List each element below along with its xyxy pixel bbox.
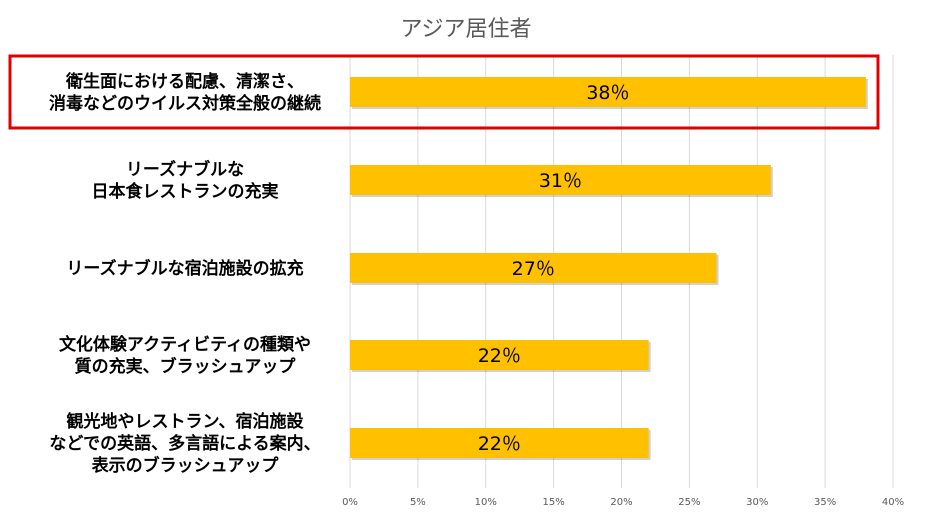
chart-title: アジア居住者 — [400, 17, 531, 42]
data-labels: 38％ 31％ 27％ 22％ 22％ — [478, 82, 630, 455]
x-tick-label: 5% — [410, 497, 426, 508]
x-tick-label: 20% — [610, 497, 632, 508]
category-label: 日本食レストランの充実 — [92, 181, 279, 202]
category-label: 表示のブラッシュアップ — [92, 455, 280, 476]
x-tick-label: 35% — [814, 497, 836, 508]
highlight-layer — [8, 54, 880, 130]
data-label: 22％ — [478, 433, 521, 455]
bar — [350, 428, 649, 458]
category-label: 文化体験アクティビティの種類や — [59, 334, 311, 355]
data-label: 31％ — [539, 170, 582, 192]
x-tick-label: 10% — [475, 497, 497, 508]
bar — [350, 165, 771, 195]
category-label: などでの英語、多言語による案内、 — [49, 433, 320, 454]
category-label: リーズナブルな宿泊施設の拡充 — [66, 258, 303, 279]
x-tick-label: 25% — [678, 497, 700, 508]
category-label: 衛生面における配慮、清潔さ、 — [65, 71, 304, 92]
bar — [350, 253, 717, 283]
x-tick-label: 15% — [543, 497, 565, 508]
x-tick-label: 30% — [746, 497, 768, 508]
highlight-box — [8, 54, 880, 130]
bars — [350, 77, 868, 460]
bar — [350, 340, 649, 370]
data-label: 22％ — [478, 345, 521, 367]
category-labels: 衛生面における配慮、清潔さ、消毒などのウイルス対策全般の継続リーズナブルな日本食… — [49, 71, 321, 476]
category-label: リーズナブルな — [126, 159, 244, 180]
x-tick-label: 40% — [882, 497, 904, 508]
data-label: 27％ — [512, 258, 555, 280]
data-label: 38％ — [586, 82, 629, 104]
x-axis-tick-labels: 0% 5% 10% 15% 20% 25% 30% 35% 40% — [342, 497, 904, 508]
category-label: 観光地やレストラン、宿泊施設 — [67, 411, 305, 432]
x-tick-label: 0% — [342, 497, 358, 508]
category-label: 質の充実、ブラッシュアップ — [75, 356, 297, 377]
bar — [350, 77, 866, 107]
category-label: 消毒などのウイルス対策全般の継続 — [49, 93, 321, 114]
